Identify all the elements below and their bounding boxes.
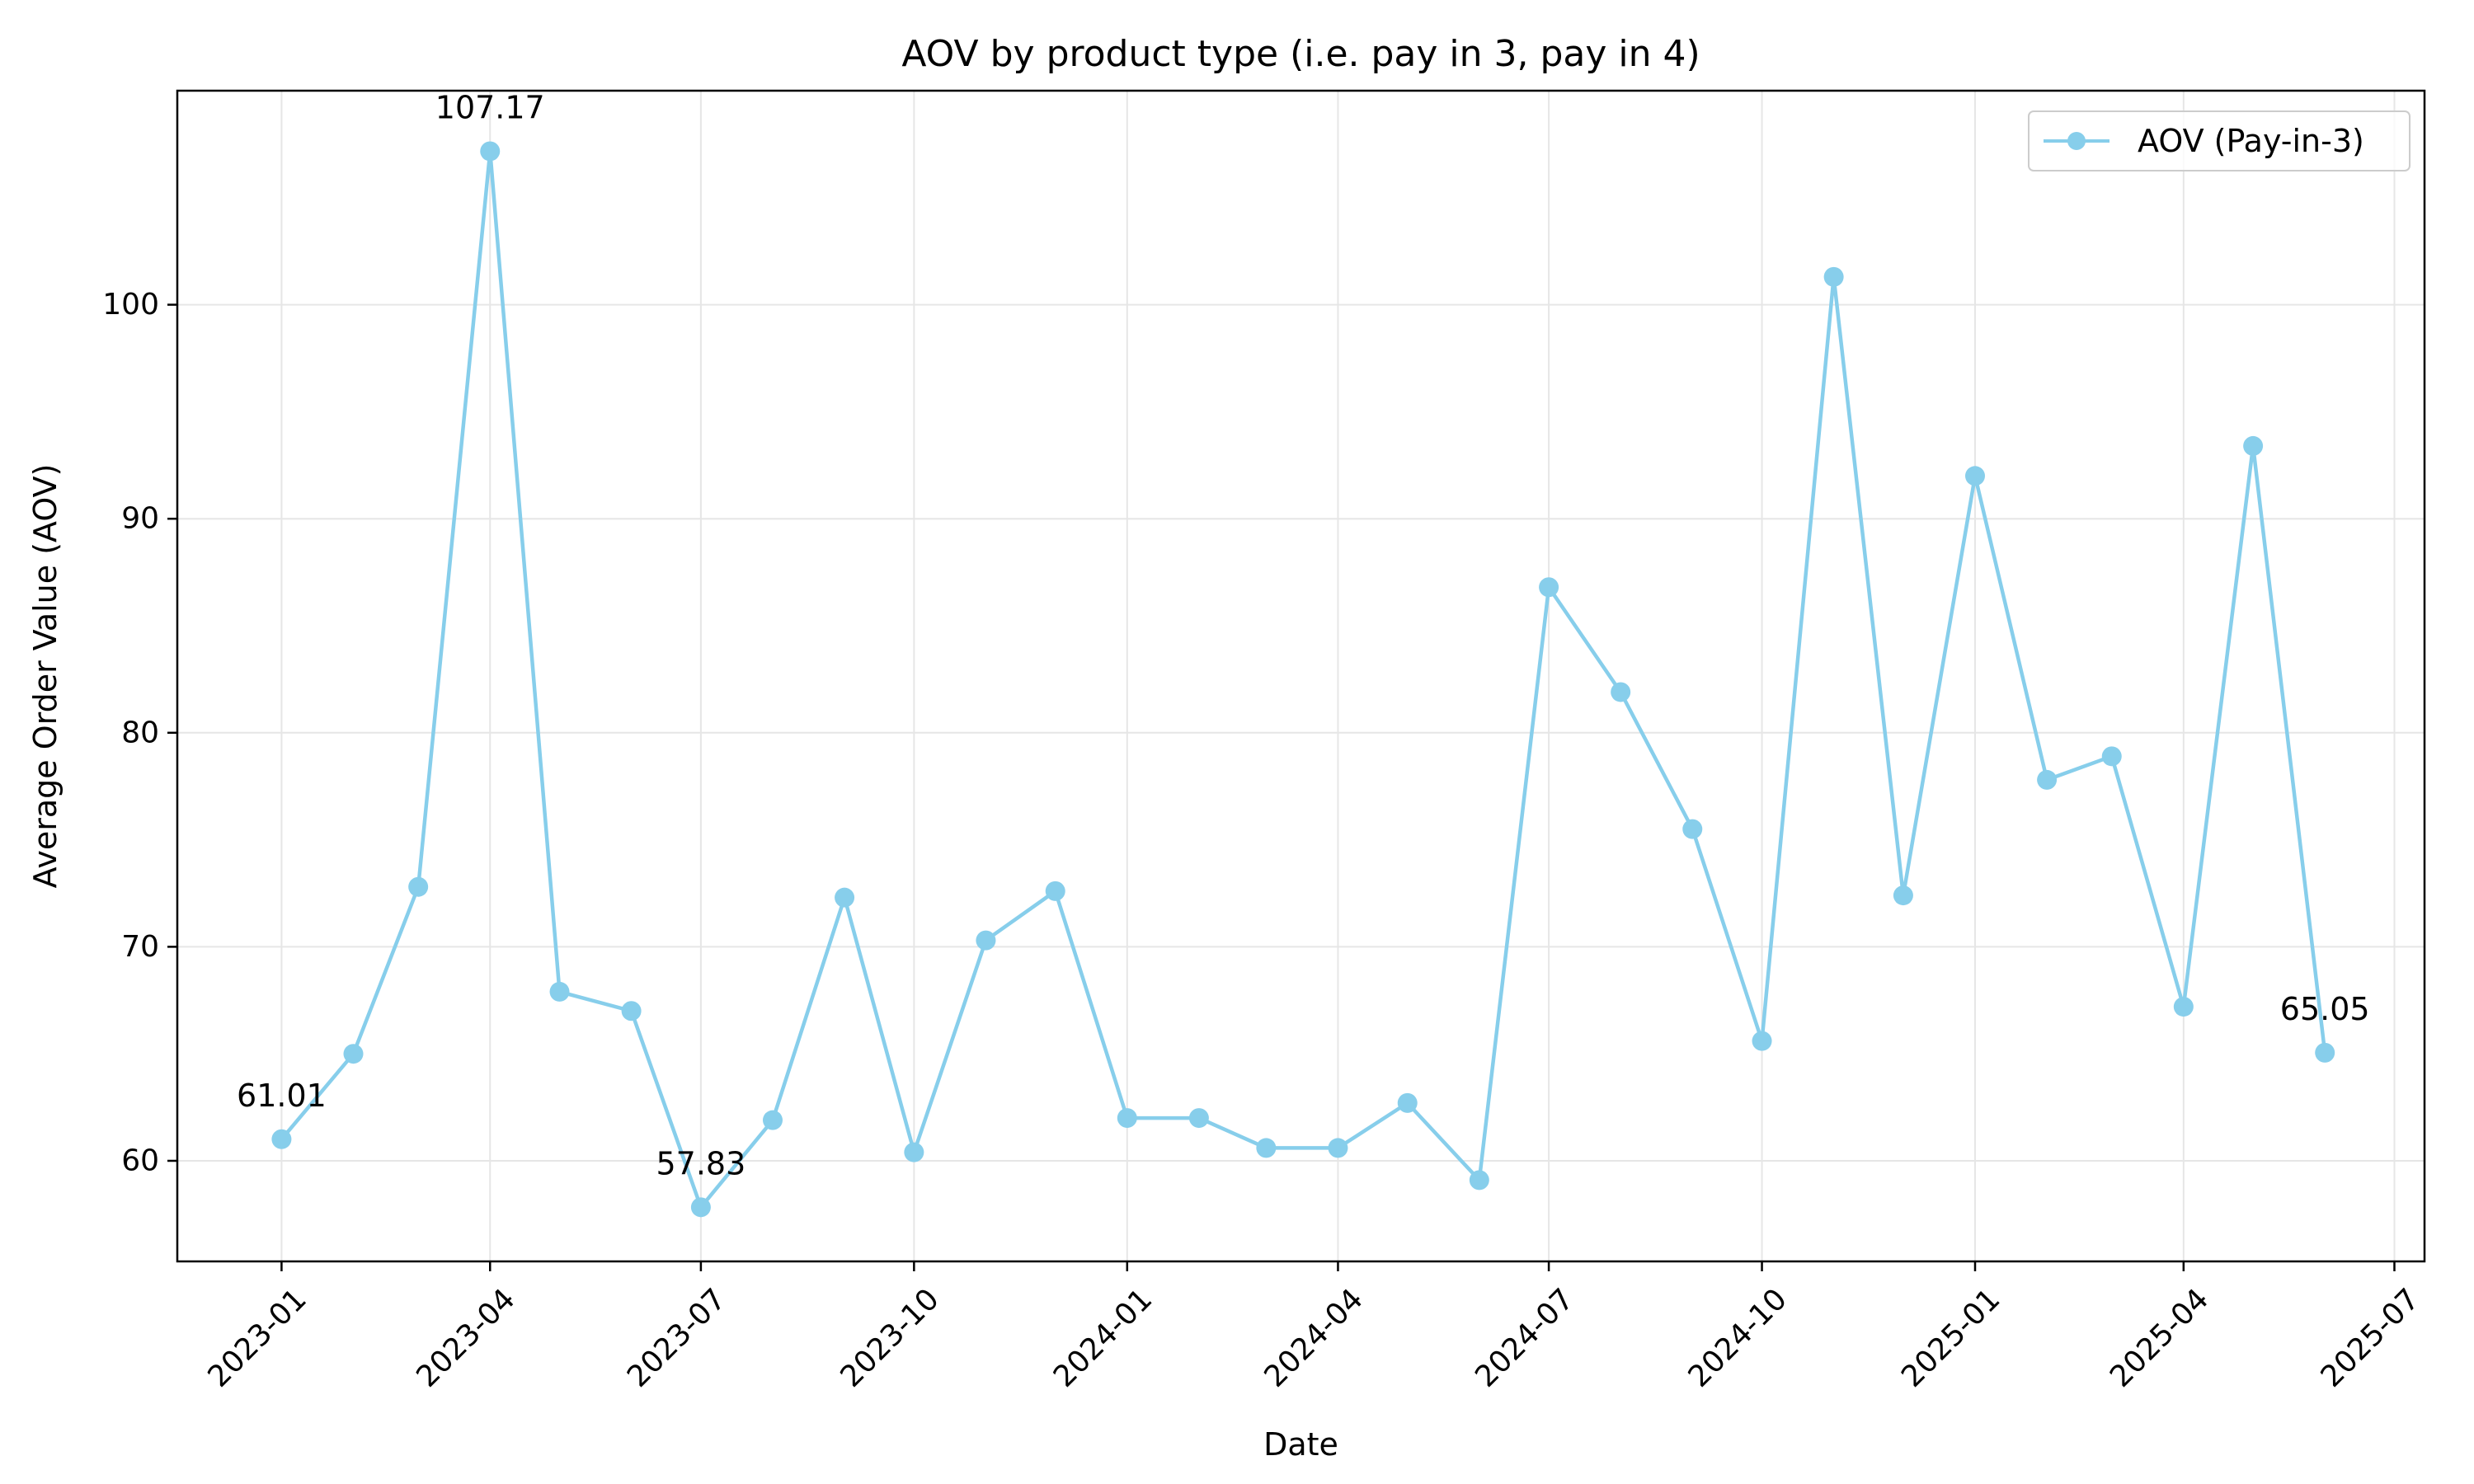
data-point — [2101, 746, 2122, 767]
data-point — [1469, 1170, 1489, 1190]
y-tick-label: 90 — [121, 502, 159, 536]
grid-lines — [177, 91, 2425, 1261]
data-point — [1965, 466, 1985, 486]
legend-series-marker — [2067, 132, 2086, 150]
data-point — [1117, 1108, 1137, 1129]
data-point — [835, 887, 855, 908]
data-point — [976, 930, 996, 951]
data-label: 61.01 — [237, 1078, 327, 1114]
y-axis-label: Average Order Value (AOV) — [27, 464, 63, 889]
series-layer — [271, 141, 2335, 1218]
data-point — [271, 1129, 292, 1149]
data-point — [1256, 1138, 1277, 1158]
data-point — [904, 1142, 924, 1162]
data-point — [2243, 435, 2264, 456]
data-labels: 61.01 107.17 57.83 65.05 — [237, 89, 2370, 1181]
series-line — [280, 149, 2327, 1209]
data-point — [621, 1001, 642, 1021]
plot-frame — [176, 89, 2426, 1263]
data-point — [690, 1197, 711, 1218]
data-point — [549, 981, 570, 1002]
legend-box — [2028, 110, 2411, 171]
data-point — [1752, 1031, 1772, 1051]
y-tick-label: 60 — [121, 1144, 159, 1177]
data-label: 65.05 — [2280, 991, 2370, 1027]
data-point — [1611, 682, 1631, 702]
data-point — [1823, 266, 1844, 287]
data-point — [1682, 819, 1703, 839]
legend-series-label: AOV (Pay-in-3) — [2138, 123, 2364, 159]
data-point — [1045, 881, 1065, 901]
data-point — [343, 1044, 364, 1064]
data-point — [1539, 577, 1559, 598]
legend: AOV (Pay-in-3) — [2028, 110, 2411, 171]
data-point — [1893, 885, 1913, 906]
data-point — [2315, 1042, 2335, 1063]
data-point — [2173, 997, 2194, 1017]
x-axis-label: Date — [1263, 1426, 1338, 1463]
y-tick-label: 100 — [102, 288, 159, 322]
chart-title: AOV by product type (i.e. pay in 3, pay … — [901, 33, 1700, 75]
data-point — [1328, 1138, 1348, 1158]
data-point — [1397, 1092, 1418, 1113]
data-point — [762, 1110, 783, 1130]
y-tick-label: 80 — [121, 716, 159, 749]
data-label: 107.17 — [435, 89, 545, 125]
data-point — [480, 141, 501, 162]
data-label: 57.83 — [656, 1145, 745, 1181]
y-tick-label: 70 — [121, 930, 159, 964]
data-point — [408, 876, 429, 897]
data-point — [1188, 1108, 1209, 1129]
data-point — [2037, 769, 2058, 790]
